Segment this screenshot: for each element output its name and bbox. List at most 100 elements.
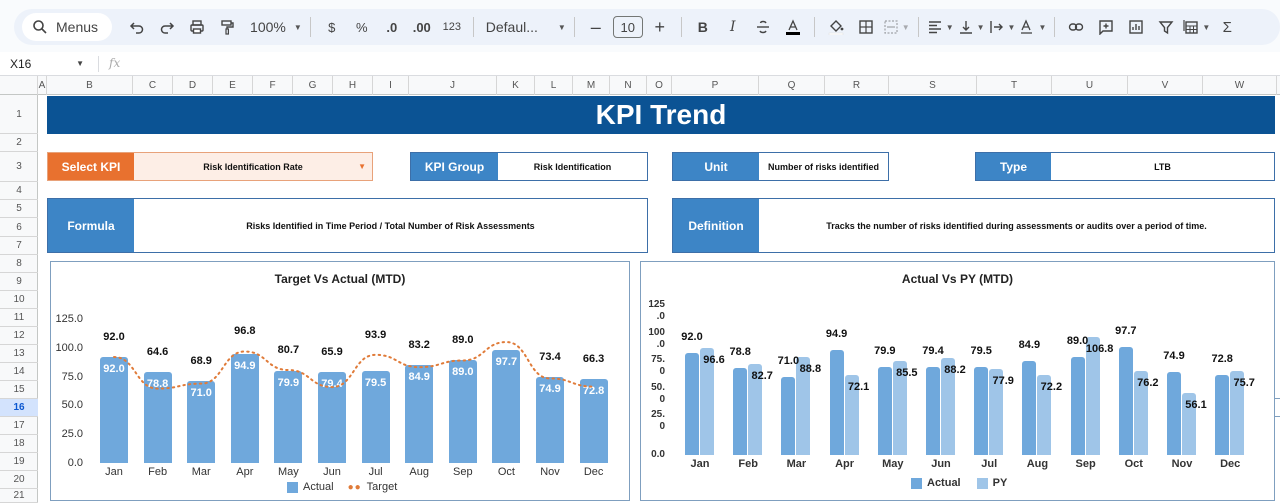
actual-bar[interactable] — [187, 381, 216, 463]
py-bar[interactable] — [748, 363, 763, 455]
row-header[interactable]: 12 — [0, 327, 38, 345]
column-header[interactable]: N — [610, 76, 647, 95]
row-header[interactable]: 11 — [0, 309, 38, 327]
py-bar[interactable] — [700, 348, 714, 455]
row-header[interactable]: 14 — [0, 363, 38, 381]
filter-button[interactable] — [1153, 13, 1179, 41]
actual-bar[interactable] — [1118, 347, 1133, 455]
row-header[interactable]: 20 — [0, 471, 38, 489]
row-header[interactable]: 6 — [0, 218, 38, 237]
row-header[interactable]: 7 — [0, 237, 38, 255]
column-header[interactable]: E — [213, 76, 253, 95]
select-all-corner[interactable] — [0, 76, 38, 95]
column-header[interactable]: F — [253, 76, 293, 95]
zoom-select[interactable]: 100% ▼ — [250, 13, 302, 41]
row-header[interactable]: 15 — [0, 381, 38, 399]
actual-bar[interactable] — [926, 367, 940, 455]
actual-bar[interactable] — [1022, 361, 1037, 455]
text-color-button[interactable] — [780, 13, 806, 41]
more-formats-button[interactable]: 123 — [442, 21, 461, 33]
row-header[interactable]: 18 — [0, 435, 38, 453]
horizontal-align-button[interactable]: ▼ — [927, 13, 954, 41]
insert-chart-button[interactable] — [1123, 13, 1149, 41]
column-header[interactable]: H — [333, 76, 373, 95]
py-bar[interactable] — [892, 360, 907, 455]
actual-bar[interactable] — [1167, 372, 1181, 455]
py-bar[interactable] — [844, 375, 859, 455]
functions-button[interactable]: Σ — [1222, 18, 1232, 36]
column-header[interactable]: P — [672, 76, 759, 95]
paint-format-button[interactable] — [214, 13, 240, 41]
column-header[interactable]: L — [535, 76, 573, 95]
column-header[interactable]: U — [1052, 76, 1128, 95]
text-wrapping-button[interactable]: ▼ — [989, 13, 1015, 41]
redo-button[interactable] — [154, 13, 180, 41]
column-header[interactable]: Q — [759, 76, 825, 95]
strikethrough-button[interactable] — [750, 13, 776, 41]
row-header[interactable]: 21 — [0, 489, 38, 503]
py-bar[interactable] — [796, 356, 811, 455]
select-kpi-dropdown[interactable]: Risk Identification Rate ▼ — [134, 153, 372, 180]
filter-views-button[interactable]: ▼ — [1183, 13, 1210, 41]
text-rotation-button[interactable]: ▼ — [1019, 13, 1046, 41]
column-header[interactable]: W — [1203, 76, 1277, 95]
column-header[interactable]: K — [497, 76, 535, 95]
increase-decimal-button[interactable]: .00 — [412, 19, 431, 35]
increase-font-size-button[interactable]: + — [654, 16, 666, 37]
font-size-value[interactable]: 10 — [612, 16, 643, 38]
formula-input[interactable] — [120, 54, 1280, 74]
column-header[interactable]: O — [647, 76, 672, 95]
py-bar[interactable] — [1230, 371, 1245, 455]
column-header[interactable]: M — [573, 76, 610, 95]
fill-color-button[interactable] — [823, 13, 849, 41]
actual-bar[interactable] — [1070, 356, 1085, 455]
row-header[interactable]: 8 — [0, 255, 38, 273]
row-header[interactable]: 9 — [0, 273, 38, 291]
row-header[interactable]: 4 — [0, 182, 38, 200]
column-header[interactable]: R — [825, 76, 889, 95]
column-header[interactable]: I — [373, 76, 409, 95]
column-header[interactable]: S — [889, 76, 977, 95]
column-header[interactable]: C — [133, 76, 173, 95]
vertical-align-button[interactable]: ▼ — [958, 13, 985, 41]
py-bar[interactable] — [989, 368, 1004, 455]
menus-search-button[interactable]: Menus — [22, 13, 113, 41]
py-bar[interactable] — [941, 357, 955, 455]
py-bar[interactable] — [1133, 370, 1148, 455]
actual-bar[interactable] — [579, 379, 608, 463]
print-button[interactable] — [184, 13, 210, 41]
target-vs-actual-chart[interactable]: Target Vs Actual (MTD) Actual ●● Target … — [50, 261, 630, 501]
actual-bar[interactable] — [829, 350, 844, 455]
undo-button[interactable] — [124, 13, 150, 41]
actual-bar[interactable] — [781, 376, 796, 455]
currency-format-button[interactable]: $ — [328, 19, 336, 35]
actual-vs-py-chart[interactable]: Actual Vs PY (MTD) Actual PY 0.0 25. 0 50.… — [640, 261, 1275, 501]
italic-button[interactable]: I — [730, 19, 736, 35]
row-header[interactable]: 17 — [0, 417, 38, 435]
name-box[interactable]: X16 ▼ — [0, 57, 90, 71]
dropdown-arrow-icon[interactable]: ▼ — [358, 162, 366, 171]
column-header[interactable]: B — [47, 76, 133, 95]
column-header[interactable]: A — [38, 76, 47, 95]
bold-button[interactable]: B — [697, 19, 708, 35]
actual-bar[interactable] — [536, 376, 564, 463]
py-bar[interactable] — [1085, 337, 1100, 455]
py-bar[interactable] — [1037, 375, 1052, 455]
py-bar[interactable] — [1182, 393, 1196, 455]
column-header[interactable]: T — [977, 76, 1052, 95]
borders-button[interactable] — [853, 13, 879, 41]
actual-bar[interactable] — [877, 366, 892, 455]
insert-link-button[interactable] — [1063, 13, 1089, 41]
actual-bar[interactable] — [685, 353, 699, 455]
row-header[interactable]: 5 — [0, 200, 38, 218]
column-header[interactable]: J — [409, 76, 497, 95]
row-header[interactable]: 1 — [0, 95, 38, 134]
row-header[interactable]: 3 — [0, 152, 38, 182]
insert-comment-button[interactable] — [1093, 13, 1119, 41]
decrease-decimal-button[interactable]: .0 — [386, 19, 398, 35]
column-header[interactable]: V — [1128, 76, 1203, 95]
column-header[interactable]: G — [293, 76, 333, 95]
decrease-font-size-button[interactable]: – — [590, 16, 601, 37]
actual-bar[interactable] — [974, 367, 989, 455]
row-header[interactable]: 19 — [0, 453, 38, 471]
